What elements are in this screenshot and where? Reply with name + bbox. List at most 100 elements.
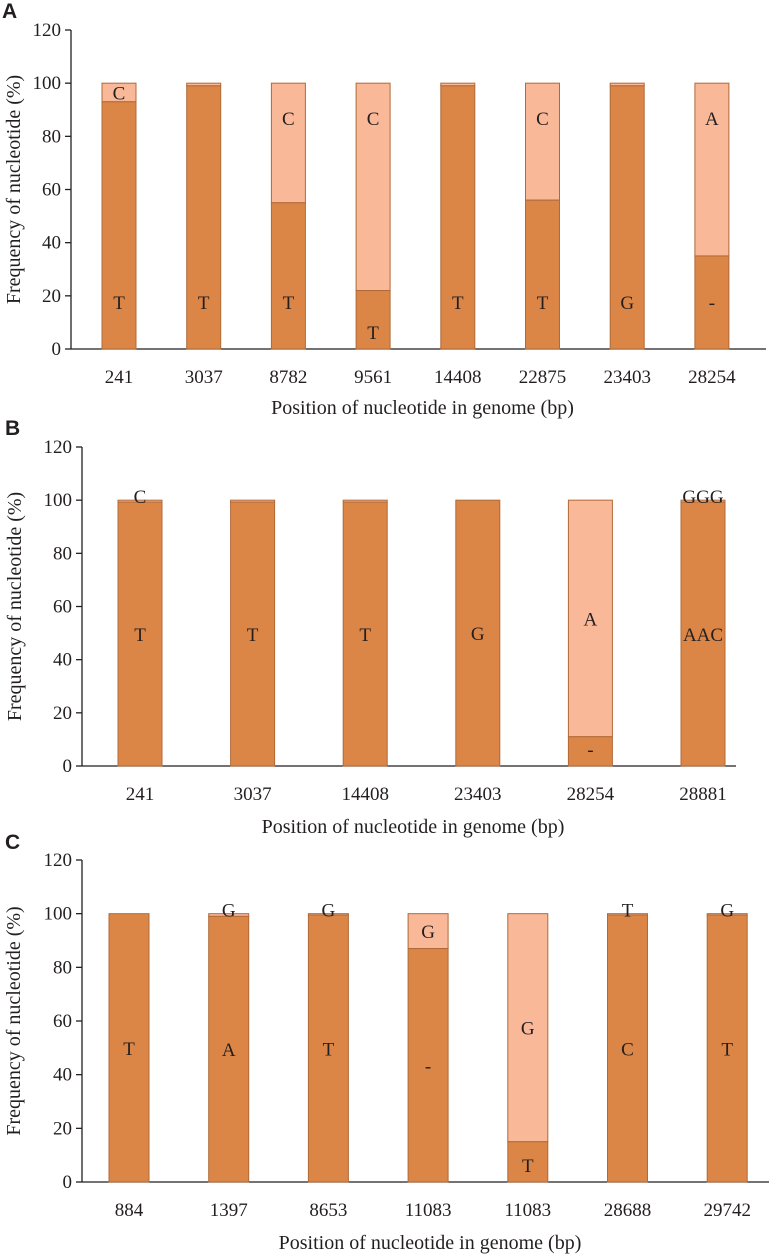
y-tick-label: 80 [42,126,61,147]
y-tick-label: 0 [63,1172,73,1193]
bar-minor-label: GGG [682,487,723,508]
bar-minor-label: C [134,487,147,508]
bar-major-segment [607,914,648,1183]
bar-minor-segment [270,82,306,204]
x-tick-label: 241 [105,367,134,388]
bar-major-label: T [522,1156,534,1177]
bar-major-segment [680,501,726,767]
bar-minor-label: A [705,109,719,130]
y-tick-label: 40 [53,650,72,671]
bar-major-segment [407,948,449,1183]
panel-C: C 0 20 40 60 80 100 120 Frequency of nucleotide … [3,831,769,1254]
y-tick-label: 120 [33,20,62,41]
panel-letter: B [5,417,20,440]
bar-major-label: T [123,1039,135,1060]
panel-B: B 0 20 40 60 80 100 120 Frequency of nucleotide … [4,417,736,838]
bar-minor-segment [407,913,449,950]
bar-minor-label: G [222,901,236,922]
y-axis-title: Frequency of nucleotide (%) [3,906,25,1135]
x-tick-label: 23403 [454,784,502,805]
bar-major-label: C [621,1040,634,1061]
bar-major-label: A [222,1040,236,1061]
bar-major-segment [567,736,613,767]
y-tick-label: 20 [42,286,61,307]
x-tick-label: 3037 [234,784,272,805]
panel-A: A 0 20 40 60 80 100 120 Frequency of nucleotide … [2,0,766,419]
bar-minor-label: T [622,901,634,922]
x-tick-label: 1397 [210,1200,248,1221]
y-tick-label: 0 [52,339,62,360]
bar-major-segment [440,85,476,350]
x-tick-label: 14408 [341,784,389,805]
bar-major-segment [609,85,645,350]
bar-major-segment [694,255,730,350]
bar-minor-segment [567,499,613,738]
bar-major-segment [307,914,349,1183]
bar-major-segment [270,202,306,350]
x-tick-label: 28254 [688,367,736,388]
y-tick-label: 40 [42,233,61,254]
y-tick-label: 80 [53,543,72,564]
bar-major-label: - [709,293,715,314]
x-tick-label: 28881 [679,784,727,805]
x-tick-label: 28254 [567,784,615,805]
bar-major-segment [355,290,391,350]
bar-major-segment [525,199,560,350]
x-tick-label: 11083 [405,1200,452,1221]
bar-major-segment [230,501,276,767]
bar-major-segment [455,499,501,767]
bar-major-segment [706,914,748,1183]
bar-major-label: T [134,625,146,646]
x-tick-label: 241 [126,784,155,805]
bar-minor-label: G [521,1019,535,1040]
y-tick-label: 80 [53,957,72,978]
bar-major-label: - [587,740,593,761]
bar-minor-segment [355,82,391,292]
x-tick-label: 28688 [604,1200,652,1221]
y-tick-label: 60 [53,597,72,618]
y-tick-label: 60 [42,180,61,201]
bar-major-segment [342,501,388,767]
bar-major-segment [208,915,250,1183]
bar-minor-label: C [282,109,295,130]
x-tick-label: 884 [115,1200,144,1221]
bar-major-label: T [198,293,210,314]
y-tick-label: 100 [44,904,73,925]
bar-minor-label: A [584,609,598,630]
bar-minor-label: G [720,901,734,922]
bar-major-label: T [367,323,379,344]
bar-minor-segment [507,913,549,1143]
bar-major-label: T [113,293,125,314]
y-tick-label: 100 [44,490,73,511]
x-tick-label: 23403 [603,367,651,388]
y-tick-label: 120 [44,437,73,458]
x-tick-label: 11083 [504,1200,551,1221]
x-tick-label: 8782 [269,367,307,388]
y-tick-label: 100 [33,73,62,94]
bar-major-label: T [323,1040,335,1061]
y-tick-label: 60 [53,1011,72,1032]
x-tick-label: 14408 [434,367,482,388]
bar-major-label: - [425,1056,431,1077]
bar-major-label: T [247,625,259,646]
x-tick-label: 9561 [354,367,392,388]
bar-major-label: T [452,293,464,314]
y-tick-label: 120 [44,850,73,871]
y-tick-label: 20 [53,1118,72,1139]
y-tick-label: 20 [53,703,72,724]
bar-major-label: T [359,625,371,646]
bar-minor-label: C [536,109,549,130]
bar-minor-label: C [113,83,126,104]
bar-major-label: AAC [683,625,723,646]
y-tick-label: 0 [63,756,73,777]
bar-major-segment [108,913,150,1183]
bar-major-label: G [471,624,485,645]
y-axis-title: Frequency of nucleotide (%) [4,492,26,721]
bar-major-label: T [283,293,295,314]
x-tick-label: 3037 [185,367,223,388]
x-axis-title: Position of nucleotide in genome (bp) [279,1232,582,1254]
panel-letter: C [5,831,20,854]
x-axis-title: Position of nucleotide in genome (bp) [262,816,565,838]
bar-minor-label: C [367,109,380,130]
